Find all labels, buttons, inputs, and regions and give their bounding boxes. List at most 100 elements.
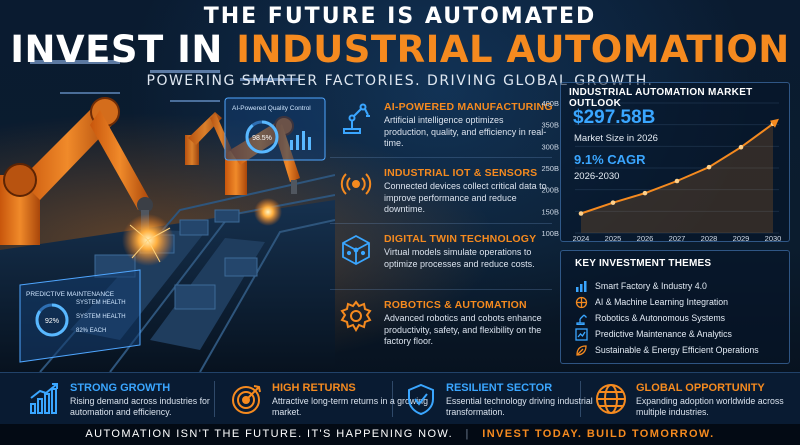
features-list: AI-POWERED MANUFACTURING Artificial inte… bbox=[330, 92, 553, 356]
hud-bottom-value: 92% bbox=[45, 318, 59, 325]
feature-title: INDUSTRIAL IOT & SENSORS bbox=[384, 167, 538, 179]
theme-item: Smart Factory & Industry 4.0 bbox=[575, 279, 787, 295]
market-title: INDUSTRIAL AUTOMATION MARKET OUTLOOK bbox=[569, 87, 753, 109]
shield-icon bbox=[408, 383, 434, 416]
theme-label: Sustainable & Energy Efficient Operation… bbox=[595, 345, 759, 355]
divider bbox=[580, 381, 581, 417]
trend-arrow bbox=[770, 118, 779, 128]
header: THE FUTURE IS AUTOMATED INVEST IN INDUST… bbox=[0, 4, 800, 89]
y-tick-label: 400B bbox=[541, 99, 559, 108]
market-cagr-years: 2026-2030 bbox=[574, 171, 620, 182]
robot-icon bbox=[576, 314, 587, 325]
theme-item: Robotics & Autonomous Systems bbox=[575, 311, 787, 327]
data-point bbox=[578, 211, 584, 216]
strip-title: GLOBAL OPPORTUNITY bbox=[636, 382, 765, 394]
feature-title: AI-POWERED MANUFACTURING bbox=[384, 101, 553, 113]
quality-control-hud: AI-Powered Quality Control 98.5% bbox=[224, 97, 326, 161]
footer-left: AUTOMATION ISN'T THE FUTURE. IT'S HAPPEN… bbox=[85, 428, 454, 440]
strip-title: RESILIENT SECTOR bbox=[446, 382, 553, 394]
theme-label: Smart Factory & Industry 4.0 bbox=[595, 281, 707, 291]
strip-desc: Attractive long-term returns in a growin… bbox=[272, 396, 428, 417]
theme-item: Predictive Maintenance & Analytics bbox=[575, 327, 787, 343]
tagline: POWERING SMARTER FACTORIES. DRIVING GLOB… bbox=[146, 73, 654, 89]
headline-orange: INDUSTRIAL AUTOMATION bbox=[236, 28, 790, 71]
predictive-maintenance-hud: PREDICTIVE MAINTENANCE 92% SYSTEM HEALTH… bbox=[19, 269, 141, 363]
theme-label: AI & Machine Learning Integration bbox=[595, 297, 729, 307]
data-point bbox=[610, 200, 616, 205]
divider bbox=[214, 381, 215, 417]
feature-title: DIGITAL TWIN TECHNOLOGY bbox=[384, 233, 537, 245]
hud-top-value: 98.5% bbox=[252, 135, 272, 142]
market-size-value: $297.58B bbox=[573, 107, 656, 128]
feature-desc: Advanced robotics and cobots enhance pro… bbox=[384, 313, 542, 346]
footer: AUTOMATION ISN'T THE FUTURE. IT'S HAPPEN… bbox=[0, 424, 800, 445]
factory-illustration: AI-Powered Quality Control 98.5% PREDICT… bbox=[0, 60, 335, 372]
series-area bbox=[581, 123, 773, 233]
market-outlook-panel: 100B 150B 200B 250B 300B 350B 400B 2024 2025 2026… bbox=[541, 82, 790, 243]
headline: INVEST IN INDUSTRIAL AUTOMATION bbox=[0, 29, 800, 71]
hud-bottom-title: PREDICTIVE MAINTENANCE bbox=[26, 291, 115, 298]
themes-title: KEY INVESTMENT THEMES bbox=[575, 258, 712, 269]
feature-robotics: ROBOTICS & AUTOMATION Advanced robotics … bbox=[330, 290, 552, 356]
footer-separator: | bbox=[465, 428, 470, 440]
x-tick-label: 2029 bbox=[733, 234, 750, 243]
hud-bottom-line1: SYSTEM HEALTH bbox=[76, 300, 126, 306]
feature-ai-manufacturing: AI-POWERED MANUFACTURING Artificial inte… bbox=[330, 92, 553, 158]
theme-label: Predictive Maintenance & Analytics bbox=[595, 329, 732, 339]
y-tick-label: 150B bbox=[541, 207, 559, 216]
headline-white: INVEST IN bbox=[10, 28, 223, 71]
data-point bbox=[642, 190, 648, 196]
target-icon bbox=[232, 385, 261, 414]
brain-network-icon bbox=[575, 296, 588, 309]
kicker-title: THE FUTURE IS AUTOMATED bbox=[203, 4, 597, 29]
x-tick-label: 2025 bbox=[605, 234, 622, 243]
robot-arm-icon bbox=[343, 103, 370, 134]
hud-bottom-line2: SYSTEM HEALTH bbox=[76, 314, 126, 320]
x-tick-label: 2030 bbox=[765, 234, 782, 243]
investment-themes-panel: KEY INVESTMENT THEMES Smart Factory & In… bbox=[560, 250, 790, 364]
theme-item: Sustainable & Energy Efficient Operation… bbox=[575, 343, 787, 359]
feature-iot-sensors: INDUSTRIAL IOT & SENSORS Connected devic… bbox=[330, 158, 552, 224]
feature-title: ROBOTICS & AUTOMATION bbox=[384, 299, 527, 311]
growth-chart-icon bbox=[30, 383, 58, 414]
x-tick-label: 2026 bbox=[637, 234, 654, 243]
leaf-icon bbox=[576, 345, 587, 356]
feature-digital-twin: DIGITAL TWIN TECHNOLOGY Virtual models s… bbox=[330, 224, 552, 290]
footer-right: INVEST TODAY. BUILD TOMORROW. bbox=[482, 428, 715, 440]
feature-desc: Artificial intelligence optimizes produc… bbox=[384, 115, 547, 148]
chart-bars-icon bbox=[576, 281, 587, 292]
hud-top-title: AI-Powered Quality Control bbox=[232, 105, 311, 112]
hud-bottom-line3: 82% EACH bbox=[76, 328, 106, 334]
x-tick-label: 2027 bbox=[669, 234, 686, 243]
data-point bbox=[706, 164, 712, 170]
theme-item: AI & Machine Learning Integration bbox=[575, 295, 787, 311]
y-tick-label: 100B bbox=[541, 229, 559, 238]
strip-desc: Expanding adoption worldwide across mult… bbox=[636, 396, 784, 417]
value-strip: STRONG GROWTH Rising demand across indus… bbox=[0, 372, 800, 424]
gear-icon bbox=[340, 300, 372, 332]
x-tick-label: 2028 bbox=[701, 234, 718, 243]
market-cagr: 9.1% CAGR bbox=[574, 152, 646, 167]
strip-title: HIGH RETURNS bbox=[272, 382, 356, 394]
strip-desc: Essential technology driving industrial … bbox=[446, 396, 593, 417]
feature-desc: Connected devices collect critical data … bbox=[384, 181, 547, 214]
strip-desc: Rising demand across industries for auto… bbox=[70, 396, 210, 417]
x-tick-label: 2024 bbox=[573, 234, 590, 243]
theme-label: Robotics & Autonomous Systems bbox=[595, 313, 726, 323]
divider bbox=[392, 381, 393, 417]
data-point bbox=[674, 178, 680, 184]
y-tick-label: 250B bbox=[541, 164, 559, 173]
analytics-icon bbox=[575, 328, 588, 341]
y-tick-label: 200B bbox=[541, 186, 559, 195]
y-tick-label: 350B bbox=[541, 121, 559, 130]
feature-desc: Virtual models simulate operations to op… bbox=[384, 247, 535, 269]
market-line-chart: 100B 150B 200B 250B 300B 350B 400B 2024 2025 2026… bbox=[541, 99, 782, 243]
y-tick-label: 300B bbox=[541, 142, 559, 151]
data-point bbox=[738, 144, 744, 150]
sensor-icon bbox=[340, 173, 372, 195]
market-size-label: Market Size in 2026 bbox=[574, 133, 658, 144]
digital-twin-cube-icon bbox=[342, 234, 370, 266]
strip-title: STRONG GROWTH bbox=[70, 382, 171, 394]
globe-icon bbox=[596, 384, 626, 414]
